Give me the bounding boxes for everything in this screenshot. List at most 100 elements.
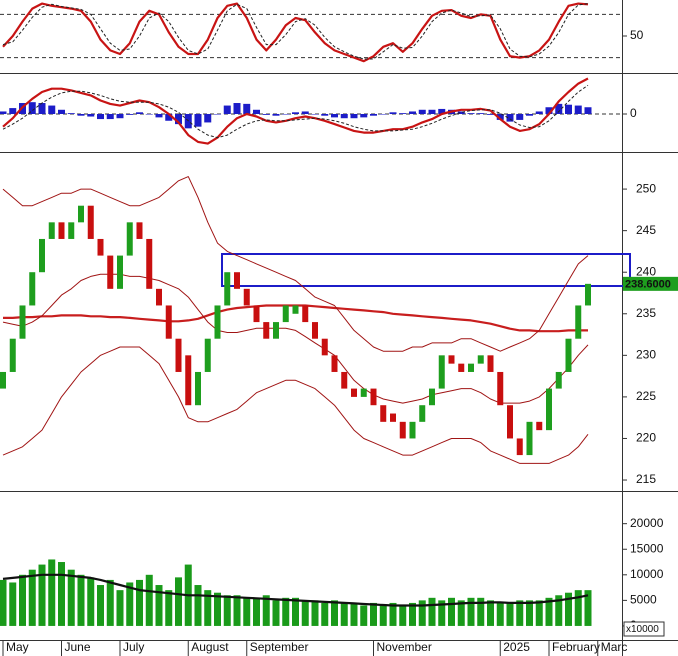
volume-bar (272, 600, 280, 626)
volume-bar (19, 574, 26, 626)
candle-body (409, 421, 416, 439)
y-tick-label: 250 (636, 181, 656, 195)
candle-body (351, 388, 357, 397)
histogram-bar (428, 109, 436, 114)
histogram-bar (379, 114, 387, 115)
candle-body (448, 355, 455, 364)
volume-bar (106, 579, 114, 626)
histogram-bar (535, 111, 543, 114)
volume-bar (136, 579, 143, 626)
histogram-bar (28, 102, 36, 114)
candle-body (565, 338, 572, 372)
candle-body (507, 405, 513, 439)
histogram-bar (526, 114, 533, 116)
y-tick-label: 225 (636, 389, 656, 403)
candle-body (68, 222, 75, 239)
volume-bar (28, 569, 36, 626)
candle-body (497, 371, 504, 406)
candle-body (204, 338, 211, 372)
candle-body (487, 355, 494, 372)
volume-bar (331, 600, 338, 626)
histogram-bar (301, 111, 309, 114)
volume-bar (116, 590, 124, 626)
histogram-bar (155, 114, 163, 118)
highlight-box (221, 253, 631, 287)
volume-bar (448, 597, 455, 626)
histogram-bar (0, 111, 7, 114)
candle-body (234, 272, 240, 289)
x-tick-label: August (191, 640, 229, 654)
candle-body (126, 222, 133, 256)
volume-bar (340, 602, 348, 626)
histogram-bar (496, 114, 504, 120)
volume-bar (516, 600, 524, 626)
candle-body (360, 388, 367, 397)
histogram-bar (409, 111, 416, 114)
histogram-bar (565, 104, 572, 114)
volume-bar (223, 595, 231, 626)
volume-bar (526, 600, 533, 626)
last-price-box (623, 276, 678, 291)
volume-bar (496, 602, 504, 626)
volume-bar (428, 597, 436, 626)
candle-body (156, 288, 162, 306)
candle-body (273, 322, 279, 339)
candle-body (97, 238, 104, 256)
volume-bar (350, 602, 358, 626)
y-tick-label: 15000 (630, 541, 664, 555)
volume-bar (97, 585, 104, 626)
histogram-bar (399, 113, 407, 114)
volume-bar (399, 605, 407, 626)
candle-body (146, 238, 153, 289)
candle-body (546, 388, 552, 431)
series-line (2, 3, 589, 60)
histogram-bar (389, 112, 397, 114)
histogram-bar (438, 108, 446, 114)
x-tick-label: February (552, 640, 600, 654)
candle-body (477, 355, 484, 364)
volume-bar (379, 605, 387, 626)
volume-bar (545, 597, 553, 626)
histogram-bar (506, 114, 514, 122)
candle-body (0, 371, 6, 389)
series-line (2, 2, 589, 63)
volume-bar (38, 564, 46, 626)
volume-bar (155, 585, 163, 626)
candle-body (292, 305, 299, 314)
volume-bar (262, 595, 270, 626)
volume-bar (292, 597, 299, 626)
histogram-bar (516, 114, 524, 120)
volume-bar (9, 582, 17, 626)
histogram-bar (418, 109, 426, 114)
histogram-bar (457, 111, 465, 114)
histogram-bar (9, 108, 17, 114)
candle-body (39, 238, 45, 273)
candle-body (175, 338, 182, 372)
candle-body (331, 355, 338, 372)
candle-body (585, 283, 591, 306)
volume-bar (467, 597, 475, 626)
candle-body (243, 288, 250, 306)
histogram-bar (58, 109, 65, 114)
volume-bar (584, 590, 592, 626)
histogram-bar (126, 114, 134, 115)
candle-body (87, 205, 94, 239)
histogram-bar (136, 112, 143, 114)
candle-body (321, 338, 328, 356)
candle-body (58, 222, 65, 239)
histogram-bar (116, 114, 124, 119)
candle-body (302, 305, 309, 323)
series-line (2, 573, 589, 607)
histogram-bar (262, 114, 270, 115)
histogram-bar (48, 105, 56, 114)
volume-bar (165, 590, 173, 626)
volume-bar (282, 597, 290, 626)
histogram-bar (106, 114, 114, 120)
volume-bar (48, 559, 56, 626)
candle-body (438, 355, 445, 389)
histogram-bar (584, 107, 592, 114)
histogram-bar (282, 114, 290, 115)
volume-bar (555, 595, 563, 626)
histogram-bar (253, 109, 260, 114)
